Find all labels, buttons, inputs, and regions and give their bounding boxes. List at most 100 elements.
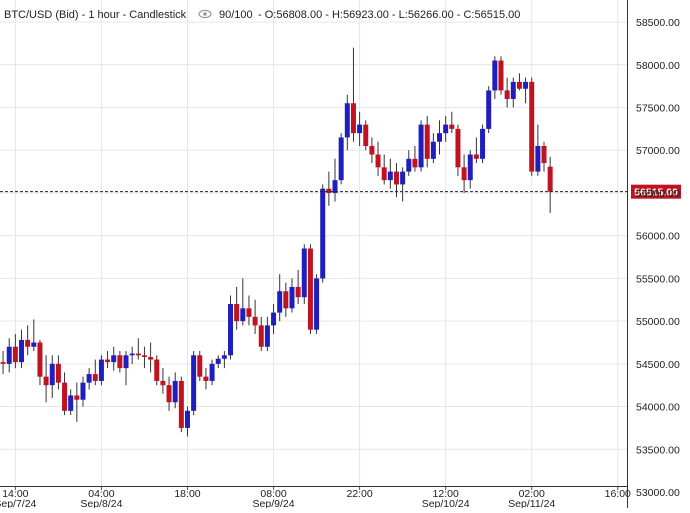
- candle-up[interactable]: [129, 346, 135, 364]
- candle-up[interactable]: [357, 111, 363, 146]
- candle-up[interactable]: [111, 346, 117, 371]
- candle-up[interactable]: [437, 120, 443, 155]
- candle-up[interactable]: [68, 389, 74, 416]
- candle-up[interactable]: [31, 319, 37, 352]
- candle-up[interactable]: [486, 86, 492, 134]
- candle-up[interactable]: [320, 184, 326, 283]
- candle-up[interactable]: [271, 304, 277, 334]
- candle-down[interactable]: [461, 154, 467, 193]
- candle-down[interactable]: [412, 145, 418, 172]
- candle-down[interactable]: [178, 376, 184, 433]
- candle-down[interactable]: [135, 338, 141, 360]
- candle-up[interactable]: [314, 274, 320, 334]
- candle-down[interactable]: [498, 56, 504, 95]
- candle-up[interactable]: [443, 116, 449, 142]
- candle-down[interactable]: [0, 351, 6, 375]
- candle-down[interactable]: [350, 47, 356, 142]
- candle-down[interactable]: [74, 382, 80, 422]
- candle-down[interactable]: [252, 299, 258, 334]
- candle-down[interactable]: [166, 376, 172, 411]
- candle-down[interactable]: [307, 244, 313, 334]
- candle-up[interactable]: [430, 133, 436, 164]
- candle-up[interactable]: [344, 94, 350, 151]
- candle-down[interactable]: [529, 77, 535, 176]
- candle-down[interactable]: [141, 346, 147, 369]
- candle-up[interactable]: [264, 316, 270, 352]
- candle-down[interactable]: [43, 355, 49, 403]
- candle-up[interactable]: [492, 56, 498, 99]
- candle-up[interactable]: [184, 406, 190, 437]
- candle-up[interactable]: [209, 359, 215, 386]
- candle-down[interactable]: [283, 282, 289, 317]
- candle-body: [98, 359, 104, 381]
- candle-up[interactable]: [215, 355, 221, 369]
- candle-up[interactable]: [480, 124, 486, 164]
- candle-up[interactable]: [19, 329, 25, 369]
- candle-down[interactable]: [541, 141, 547, 172]
- candle-up[interactable]: [418, 120, 424, 172]
- candle-down[interactable]: [516, 73, 522, 91]
- candle-down[interactable]: [154, 355, 160, 386]
- candle-down[interactable]: [37, 339, 43, 386]
- candle-down[interactable]: [381, 154, 387, 185]
- candle-up[interactable]: [221, 351, 227, 369]
- candle-body: [37, 342, 43, 377]
- candle-down[interactable]: [547, 156, 553, 213]
- candle-down[interactable]: [203, 368, 209, 390]
- candle-up[interactable]: [80, 376, 86, 407]
- candle-up[interactable]: [240, 278, 246, 326]
- y-tick-label: 58500.00: [636, 17, 680, 29]
- candle-up[interactable]: [510, 77, 516, 108]
- candle-down[interactable]: [369, 137, 375, 164]
- candle-up[interactable]: [86, 368, 92, 390]
- eye-icon[interactable]: [198, 9, 212, 19]
- candle-up[interactable]: [49, 355, 55, 399]
- candle-down[interactable]: [62, 372, 68, 416]
- candle-up[interactable]: [400, 167, 406, 202]
- candle-up[interactable]: [98, 355, 104, 386]
- candle-down[interactable]: [12, 333, 18, 369]
- candle-up[interactable]: [467, 150, 473, 189]
- candle-down[interactable]: [473, 137, 479, 164]
- candle-up[interactable]: [6, 338, 12, 373]
- candle-down[interactable]: [160, 368, 166, 394]
- candle-up[interactable]: [289, 278, 295, 313]
- candle-down[interactable]: [449, 111, 455, 134]
- candle-down[interactable]: [258, 316, 264, 352]
- candle-body: [74, 395, 80, 400]
- candle-down[interactable]: [92, 359, 98, 386]
- candle-up[interactable]: [301, 244, 307, 305]
- candle-up[interactable]: [123, 351, 129, 386]
- candle-down[interactable]: [363, 120, 369, 151]
- candle-down[interactable]: [424, 116, 430, 168]
- candle-body: [31, 342, 37, 347]
- candle-down[interactable]: [117, 351, 123, 373]
- candle-down[interactable]: [246, 295, 252, 326]
- candle-down[interactable]: [234, 286, 240, 330]
- current-price-label: 56515.00: [634, 187, 678, 199]
- candle-down[interactable]: [375, 141, 381, 176]
- candle-up[interactable]: [387, 158, 393, 189]
- candle-up[interactable]: [523, 77, 529, 104]
- candle-up[interactable]: [332, 158, 338, 202]
- candle-up[interactable]: [191, 351, 197, 416]
- candle-down[interactable]: [197, 351, 203, 381]
- candle-body: [320, 188, 326, 279]
- candle-down[interactable]: [326, 171, 332, 206]
- candle-up[interactable]: [172, 372, 178, 409]
- candles[interactable]: [0, 47, 553, 437]
- candle-down[interactable]: [504, 77, 510, 108]
- candle-down[interactable]: [55, 355, 61, 390]
- candle-up[interactable]: [228, 295, 234, 360]
- y-tick-label: 56000.00: [636, 231, 680, 243]
- candle-down[interactable]: [105, 351, 111, 369]
- candle-up[interactable]: [277, 274, 283, 322]
- candle-up[interactable]: [338, 133, 344, 185]
- candle-up[interactable]: [535, 124, 541, 176]
- candle-down[interactable]: [455, 124, 461, 176]
- candle-up[interactable]: [406, 150, 412, 176]
- candle-down[interactable]: [148, 342, 154, 373]
- candle-down[interactable]: [295, 269, 301, 305]
- candle-down[interactable]: [25, 325, 31, 356]
